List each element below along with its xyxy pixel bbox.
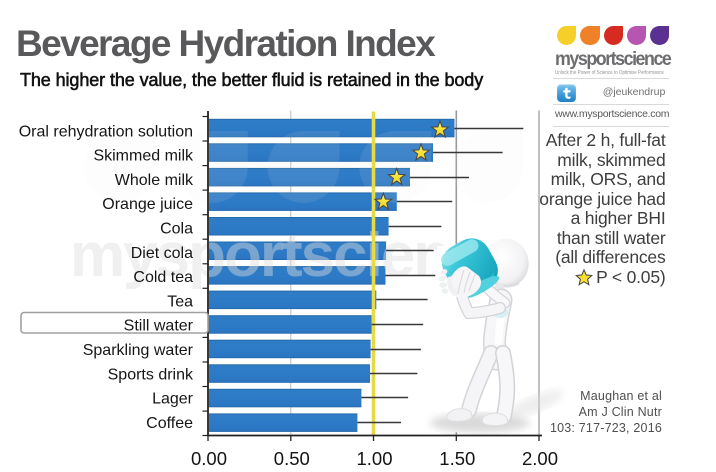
svg-text:Diet cola: Diet cola bbox=[131, 245, 193, 262]
svg-text:Tea: Tea bbox=[167, 293, 193, 310]
svg-text:1.00: 1.00 bbox=[356, 448, 392, 469]
svg-text:Coffee: Coffee bbox=[146, 415, 193, 432]
svg-text:Orange juice: Orange juice bbox=[102, 196, 193, 213]
svg-text:Cola: Cola bbox=[160, 221, 193, 238]
svg-text:0.50: 0.50 bbox=[274, 448, 310, 469]
svg-text:Cold tea: Cold tea bbox=[133, 269, 193, 286]
svg-text:Skimmed milk: Skimmed milk bbox=[93, 148, 194, 165]
svg-text:2.00: 2.00 bbox=[522, 448, 558, 469]
svg-text:Sparkling water: Sparkling water bbox=[83, 342, 194, 359]
svg-text:Lager: Lager bbox=[152, 391, 194, 408]
svg-text:Sports drink: Sports drink bbox=[108, 366, 194, 383]
svg-text:Still water: Still water bbox=[124, 318, 194, 335]
svg-text:Oral rehydration solution: Oral rehydration solution bbox=[19, 123, 193, 140]
svg-text:0.00: 0.00 bbox=[191, 448, 227, 469]
svg-text:Whole milk: Whole milk bbox=[115, 172, 194, 189]
svg-text:1.50: 1.50 bbox=[439, 448, 475, 469]
